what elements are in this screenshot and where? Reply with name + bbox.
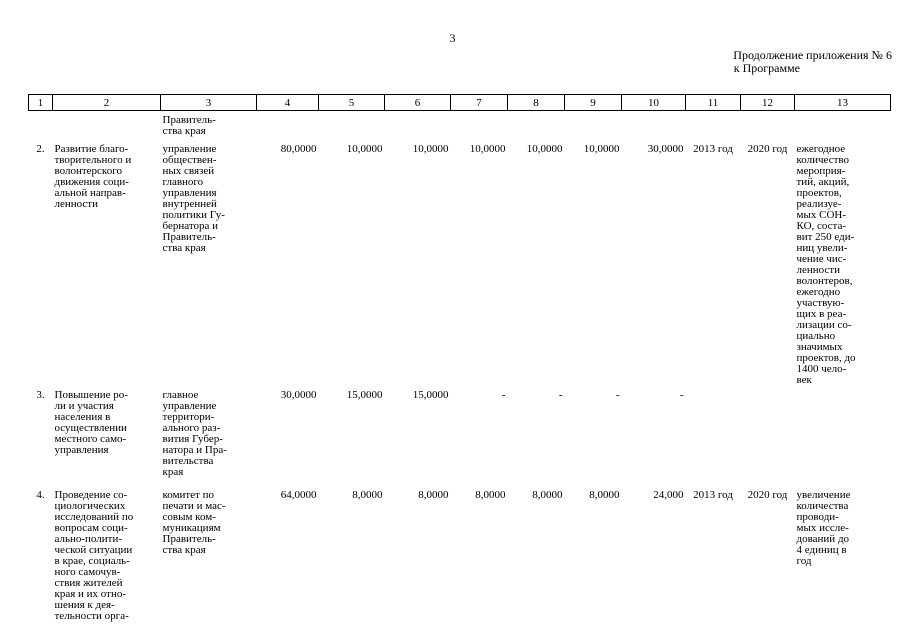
column-number-header: 9	[564, 94, 622, 111]
amount-cell: 8,0000	[589, 488, 620, 501]
total-amount-cell: 80,0000	[280, 142, 317, 155]
table-row: 3. Повышение ро- ли и участия населения …	[29, 386, 891, 486]
executor-cell: комитет по печати и мас- совым ком- муни…	[162, 488, 226, 556]
amount-cell: 8,0000	[475, 488, 506, 501]
column-number-header: 4	[256, 94, 319, 111]
amount-cell: 10,0000	[526, 142, 563, 155]
start-year-cell: 2013 год	[693, 142, 733, 155]
table-row: 4. Проведение со- циологических исследов…	[29, 486, 891, 632]
expected-result-cell: ежегодное количество мероприя- тий, акци…	[796, 142, 856, 386]
end-year-cell	[741, 386, 795, 486]
total-amount-cell	[257, 111, 319, 140]
amount-cell	[508, 111, 565, 140]
column-number-header: 5	[318, 94, 385, 111]
table-row-continuation: Правитель- ства края	[29, 111, 891, 140]
amount-cell	[565, 111, 622, 140]
start-year-cell	[686, 386, 741, 486]
column-number-header: 2	[52, 94, 161, 111]
amount-cell	[622, 111, 686, 140]
appendix-continuation-line2: к Программе	[733, 61, 800, 75]
program-activities-table: 1 2 3 4 5 6 7 8 9 10 11 12 13 Правитель-…	[28, 94, 891, 632]
column-number-header: 12	[740, 94, 795, 111]
activity-name-cell	[53, 111, 161, 140]
column-number-header: 8	[507, 94, 565, 111]
amount-cell	[451, 111, 508, 140]
page-number: 3	[449, 31, 456, 45]
amount-cell: 8,0000	[418, 488, 449, 501]
column-number-header: 7	[450, 94, 508, 111]
executor-cell: главное управление территори- ального ра…	[162, 388, 227, 478]
row-number-cell: 3.	[36, 388, 45, 401]
expected-result-cell: увеличение количества проводи- мых иссле…	[796, 488, 851, 567]
column-number-header: 6	[384, 94, 451, 111]
amount-cell: 10,0000	[469, 142, 506, 155]
column-number-header: 13	[794, 94, 891, 111]
executor-cell: управление обществен- ных связей главног…	[162, 142, 225, 254]
row-number-cell: 4.	[36, 488, 45, 501]
activity-name-cell: Повышение ро- ли и участия населения в о…	[54, 388, 128, 456]
amount-cell: 15,0000	[412, 388, 449, 401]
amount-cell: 24,000	[653, 488, 684, 501]
start-year-cell	[686, 111, 741, 140]
start-year-cell: 2013 год	[693, 488, 733, 501]
total-amount-cell: 64,0000	[280, 488, 317, 501]
appendix-continuation-line1: Продолжение приложения № 6	[733, 48, 892, 62]
amount-cell: -	[501, 388, 506, 401]
amount-cell: -	[615, 388, 620, 401]
activity-name-cell: Развитие благо- творительного и волонтер…	[54, 142, 132, 210]
amount-cell: 10,0000	[412, 142, 449, 155]
table-row: 2. Развитие благо- творительного и волон…	[29, 140, 891, 386]
amount-cell: -	[679, 388, 684, 401]
end-year-cell: 2020 год	[747, 488, 788, 501]
amount-cell: 10,0000	[583, 142, 620, 155]
column-number-header-row: 1 2 3 4 5 6 7 8 9 10 11 12 13	[28, 94, 891, 111]
amount-cell: 30,0000	[647, 142, 684, 155]
amount-cell: 15,0000	[346, 388, 383, 401]
amount-cell	[385, 111, 451, 140]
row-number-cell: 2.	[36, 142, 45, 155]
end-year-cell	[741, 111, 795, 140]
amount-cell	[319, 111, 385, 140]
expected-result-cell	[795, 111, 891, 140]
amount-cell: 8,0000	[532, 488, 563, 501]
column-number-header: 1	[28, 94, 53, 111]
column-number-header: 10	[621, 94, 686, 111]
activity-name-cell: Проведение со- циологических исследовани…	[54, 488, 134, 622]
column-number-header: 11	[685, 94, 741, 111]
column-number-header: 3	[160, 94, 257, 111]
amount-cell: 10,0000	[346, 142, 383, 155]
amount-cell: -	[558, 388, 563, 401]
executor-cell: Правитель- ства края	[162, 114, 216, 137]
row-number-cell	[29, 111, 53, 140]
appendix-continuation-note: Продолжение приложения № 6 к Программе	[733, 49, 892, 75]
total-amount-cell: 30,0000	[280, 388, 317, 401]
amount-cell: 8,0000	[352, 488, 383, 501]
end-year-cell: 2020 год	[747, 142, 788, 155]
expected-result-cell	[795, 386, 891, 486]
